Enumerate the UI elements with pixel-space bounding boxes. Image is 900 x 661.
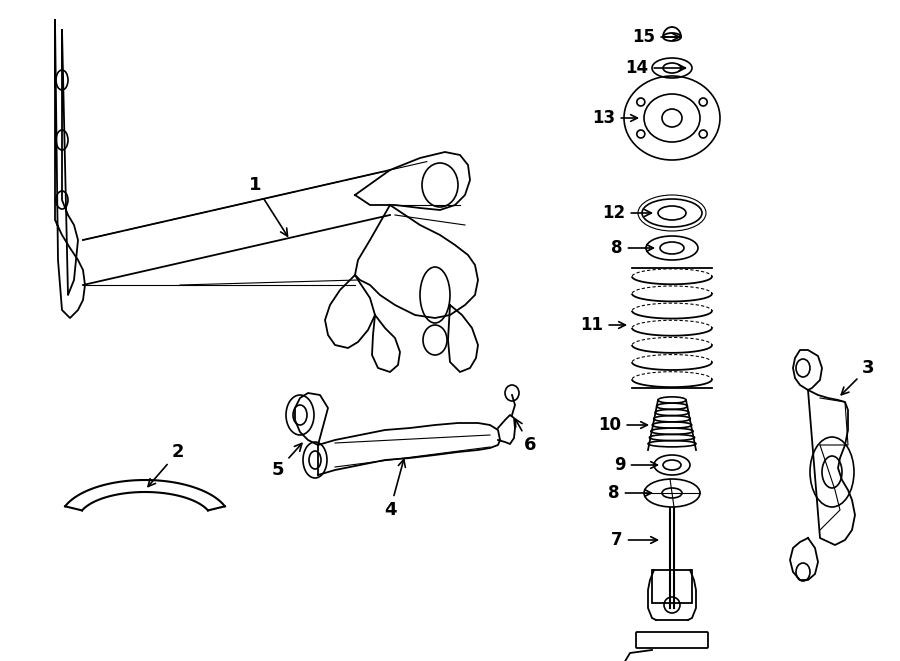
- Text: 9: 9: [614, 456, 657, 474]
- Text: 8: 8: [608, 484, 652, 502]
- Text: 13: 13: [592, 109, 637, 127]
- FancyBboxPatch shape: [636, 632, 708, 648]
- Text: 11: 11: [580, 316, 626, 334]
- Text: 15: 15: [633, 28, 680, 46]
- Text: 1: 1: [248, 176, 287, 236]
- Text: 10: 10: [598, 416, 647, 434]
- Text: 12: 12: [602, 204, 652, 222]
- Text: 4: 4: [383, 459, 405, 519]
- Text: 6: 6: [516, 419, 536, 454]
- Text: 7: 7: [611, 531, 657, 549]
- Bar: [652, 570, 692, 603]
- Text: 14: 14: [626, 59, 686, 77]
- Text: 2: 2: [148, 443, 184, 486]
- Text: 3: 3: [842, 359, 874, 395]
- Text: 8: 8: [611, 239, 653, 257]
- Text: 5: 5: [272, 444, 302, 479]
